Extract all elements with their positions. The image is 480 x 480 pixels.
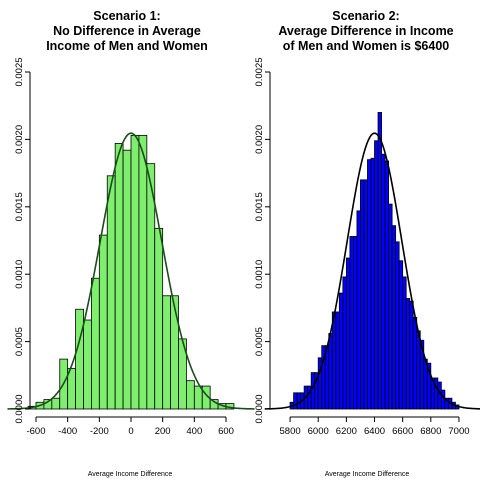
y-tick-label: 0.0010 [14,260,25,289]
histogram-bar [370,157,375,410]
x-tick-label: -400 [58,426,77,437]
histogram-bar [356,210,361,410]
histogram-bar [398,260,404,410]
x-tick-label: 600 [218,426,234,437]
x-tick-label: 0 [128,426,133,437]
histogram-bar [412,316,418,410]
chart-title-line: No Difference in Average [53,24,201,38]
histogram-bar [384,160,389,410]
histogram-bar [342,276,347,410]
y-tick-label: 0.0015 [14,192,25,221]
histogram-bar [296,392,302,410]
histogram-bar [293,392,298,410]
histogram-bar [388,203,393,410]
chart-title-line: Average Difference in Income [278,24,453,38]
chart-title-line: of Men and Women is $6400 [283,39,450,53]
chart-title-line: Scenario 1: [93,9,160,23]
y-tick-label: 0.0005 [14,327,25,356]
y-tick-label: 0.0020 [14,125,25,154]
x-tick-label: 6200 [336,426,357,437]
histogram-bar [367,159,372,410]
chart-panel-scenario-1: Scenario 1: No Difference in Average Inc… [7,9,255,478]
density-curve-group [264,132,480,410]
histogram-bar [360,179,365,410]
histogram-bar [402,276,407,410]
y-axis: 0.0000 0.0005 0.0010 0.0015 0.0020 0.0025 [254,57,271,424]
histogram-bar [328,333,333,410]
histogram-bar [193,385,203,410]
histogram-bar [83,319,92,410]
x-axis-label: Average Income Difference [325,471,410,478]
histogram-bar [106,175,116,410]
y-tick-label: 0.0025 [14,57,25,86]
x-tick-label: 200 [155,426,171,437]
histogram-bar [162,295,171,410]
histogram-bar [409,300,414,410]
y-tick-label: 0.0015 [254,192,265,221]
histogram-bar [310,372,316,410]
histogram-bar [363,179,368,410]
density-curve-group [7,132,255,410]
x-tick-label: 5800 [280,426,301,437]
histogram-bar [186,380,195,410]
histogram-bar [324,345,330,410]
histogram-bar [391,225,397,410]
histogram-bar [395,241,400,410]
histogram-bar [154,227,164,410]
y-axis: 0.0000 0.0005 0.0010 0.0015 0.0020 0.0025 [14,57,31,424]
histogram-bar [349,236,354,410]
histogram-bar [114,143,124,410]
histogram-bar [122,149,132,410]
histogram-bar [440,389,446,410]
x-tick-label: 400 [186,426,202,437]
chart-title-line: Income of Men and Women [46,39,208,53]
x-tick-label: 6400 [364,426,385,437]
histogram-bar [331,311,337,410]
x-tick-label: -600 [26,426,45,437]
histogram-bar [377,112,382,410]
y-tick-label: 0.0025 [254,57,265,86]
x-axis-label: Average Income Difference [88,471,173,478]
x-tick-label: -200 [90,426,109,437]
histogram-bar [67,368,76,410]
histogram-bar [423,358,428,410]
histogram-bar [201,385,211,410]
histogram-bar [405,298,411,410]
y-tick-label: 0.0000 [14,394,25,423]
histogram-bar [51,397,61,410]
x-tick-label: 6600 [392,426,413,437]
histogram-bar [91,277,100,410]
y-tick-label: 0.0000 [254,394,265,423]
density-curve [7,132,255,410]
histogram-bar [75,308,84,410]
histogram-bars [289,112,460,410]
histogram-bar [381,153,386,410]
chart-panel-scenario-2: Scenario 2: Average Difference in Income… [254,9,480,478]
x-tick-label: 6800 [420,426,441,437]
x-tick-label: 7000 [448,426,469,437]
y-tick-label: 0.0005 [254,327,265,356]
histogram-bar [353,236,358,410]
histogram-bar [335,311,340,410]
histogram-bars [27,134,235,410]
histogram-bar [338,292,344,410]
x-tick-label: 6000 [308,426,329,437]
x-axis: 5800 6000 6200 6400 6600 6800 7000 [280,416,470,437]
histogram-bar [374,140,379,410]
histogram-bar [170,295,179,410]
histogram-bar [130,134,140,410]
x-axis: -600 -400 -200 0 200 400 600 [26,416,234,437]
histogram-bar [416,330,421,410]
density-curve [264,132,480,410]
y-tick-label: 0.0010 [254,260,265,289]
histogram-bar [98,234,108,410]
histogram-bar [437,381,442,410]
histogram-bar [345,257,351,410]
chart-title-line: Scenario 2: [332,9,399,23]
histogram-bar [138,134,148,410]
y-tick-label: 0.0020 [254,125,265,154]
